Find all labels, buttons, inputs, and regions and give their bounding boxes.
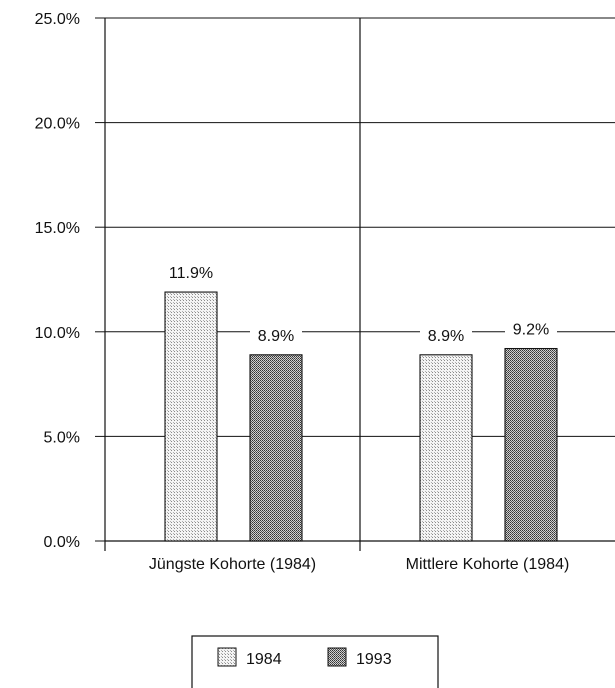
- y-tick-label: 0.0%: [44, 534, 80, 551]
- data-label: 8.9%: [428, 328, 464, 345]
- category-label: Jüngste Kohorte (1984): [149, 556, 316, 573]
- data-label-bg: [420, 323, 472, 346]
- legend-label-1993: 1993: [356, 651, 392, 668]
- y-tick-label: 15.0%: [35, 220, 80, 237]
- legend-label-1984: 1984: [246, 651, 282, 668]
- bars: [164, 291, 558, 542]
- bar-1984-1: [419, 354, 473, 542]
- legend: 1984 1993: [191, 635, 439, 688]
- legend-swatch-1984: [217, 647, 237, 667]
- data-label-bg: [165, 261, 217, 284]
- data-label: 9.2%: [513, 322, 549, 339]
- bar-1984-0: [164, 291, 218, 542]
- y-tick-label: 5.0%: [44, 429, 80, 446]
- category-label: Mittlere Kohorte (1984): [406, 556, 570, 573]
- y-tick-label: 10.0%: [35, 325, 80, 342]
- data-label-bg: [505, 317, 557, 340]
- y-tick-label: 25.0%: [35, 11, 80, 28]
- category-labels: Jüngste Kohorte (1984) Mittlere Kohorte (…: [149, 556, 569, 573]
- y-tick-label: 20.0%: [35, 116, 80, 133]
- y-tick-labels: 0.0% 5.0% 10.0% 15.0% 20.0% 25.0%: [35, 11, 80, 551]
- bar-1993-1: [504, 347, 558, 542]
- bar-1993-0: [249, 354, 303, 542]
- data-labels: 11.9% 8.9% 8.9% 9.2%: [165, 261, 557, 346]
- data-label-bg: [250, 323, 302, 346]
- legend-swatch-1993: [327, 647, 347, 667]
- data-label: 11.9%: [169, 265, 213, 282]
- data-label: 8.9%: [258, 328, 294, 345]
